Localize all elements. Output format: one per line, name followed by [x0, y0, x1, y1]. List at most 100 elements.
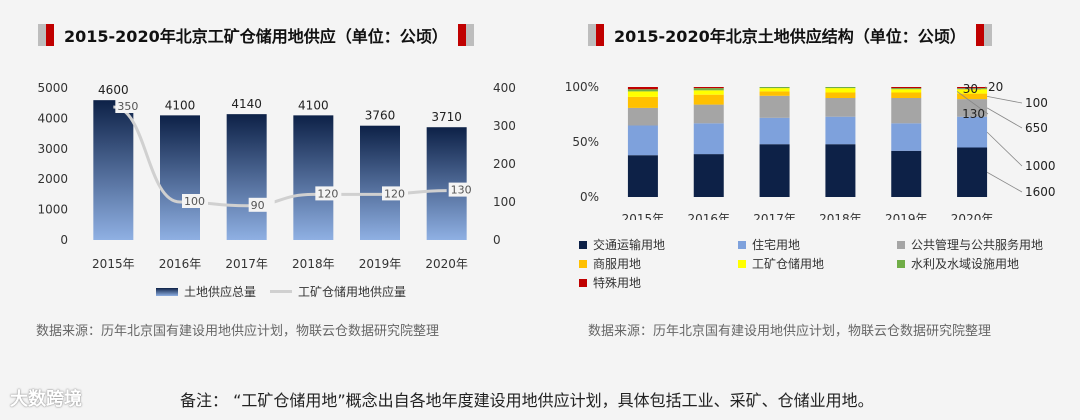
stack-segment	[693, 154, 724, 197]
stack-segment	[891, 98, 922, 124]
bar-total-supply	[160, 115, 200, 240]
x-tick-label: 2020年	[951, 212, 994, 220]
x-tick-label: 2017年	[753, 212, 796, 220]
stack-segment	[825, 144, 856, 197]
stack-segment	[825, 98, 856, 117]
legend-label: 交通运输用地	[593, 238, 666, 252]
color-swatch-icon	[738, 259, 746, 268]
annotation-leader-line	[956, 91, 989, 115]
bar-data-label: 3760	[365, 109, 396, 123]
title-flag-icon	[975, 24, 992, 46]
x-tick-label: 2015年	[622, 212, 665, 220]
stack-segment	[825, 92, 856, 98]
stack-segment	[759, 117, 790, 145]
y-tick-label: 0	[60, 233, 68, 247]
legend-label: 工矿仓储用地	[752, 257, 825, 271]
legend-residential: 住宅用地	[738, 236, 800, 253]
color-swatch-icon	[579, 240, 587, 249]
stack-segment	[825, 87, 856, 89]
bar-data-label: 3710	[431, 110, 462, 124]
stack-segment	[693, 88, 724, 91]
bar-total-supply	[93, 100, 134, 240]
y2-tick-label: 100	[493, 195, 516, 209]
annotation-leader-line	[986, 171, 1023, 193]
bar-data-label: 4600	[98, 83, 129, 97]
stack-segment	[759, 88, 790, 92]
stack-segment	[627, 107, 658, 126]
line-label-bg	[382, 186, 408, 201]
legend-label: 商服用地	[593, 257, 642, 271]
annotation-leader-line	[987, 95, 1023, 104]
legend-label: 特殊用地	[593, 276, 642, 290]
stack-segment	[957, 116, 988, 148]
annotation-label: 30	[963, 82, 978, 96]
legend-transport: 交通运输用地	[579, 236, 665, 253]
line-label-bg	[182, 194, 208, 208]
line-data-label: 120	[317, 187, 338, 200]
line-data-label: 350	[117, 100, 138, 113]
bar-data-label: 4100	[298, 98, 329, 112]
annotation-label: 650	[1025, 121, 1048, 135]
x-tick-label: 2018年	[819, 212, 862, 220]
line-label-bg	[115, 99, 142, 113]
right-source-note: 数据来源：历年北京国有建设用地供应计划，物联云仓数据研究院整理	[588, 324, 992, 339]
y-tick-label: 5000	[37, 81, 68, 95]
bar-total-supply	[226, 114, 267, 240]
color-swatch-icon	[738, 240, 746, 249]
x-tick-label: 2017年	[225, 257, 268, 271]
x-tick-label: 2016年	[159, 257, 202, 271]
color-swatch-icon	[579, 278, 587, 287]
color-swatch-icon	[579, 259, 587, 268]
x-tick-label: 2016年	[687, 212, 730, 220]
line-label-bg	[448, 182, 475, 197]
stack-segment	[627, 155, 658, 197]
stack-segment	[891, 150, 922, 197]
right-chart: 0% 50% 100% 2015年 2016年 2017年 2018年 2019年 2020年 1…	[565, 80, 1056, 220]
right-chart-title: 2015-2020年北京土地供应结构（单位：公顷）	[588, 20, 992, 50]
stack-segment	[957, 89, 988, 94]
y-tick-label: 2000	[37, 172, 68, 186]
line-data-label: 120	[384, 187, 405, 200]
legend-label: 工矿仓储用地供应量	[298, 285, 407, 299]
x-tick-label: 2018年	[292, 257, 335, 271]
annotation-leader-line	[986, 131, 1023, 167]
annotation-label: 1600	[1025, 185, 1056, 199]
brand-logo: 大数跨境	[10, 389, 82, 410]
left-chart-title: 2015-2020年北京工矿仓储用地供应（单位：公顷）	[38, 20, 474, 50]
stack-segment	[759, 91, 790, 96]
legend-water: 水利及水域设施用地	[897, 255, 1019, 272]
legend-special: 特殊用地	[579, 274, 641, 291]
color-swatch-icon	[897, 259, 905, 268]
legend-label: 公共管理与公共服务用地	[911, 238, 1044, 252]
bar-total-supply	[293, 115, 334, 240]
stack-segment	[891, 88, 922, 90]
y2-tick-label: 0	[493, 233, 501, 247]
legend-label: 住宅用地	[752, 238, 801, 252]
stack-segment	[759, 87, 790, 89]
color-swatch-icon	[897, 240, 905, 249]
stack-segment	[627, 91, 658, 97]
stack-segment	[693, 94, 724, 105]
stack-segment	[825, 88, 856, 93]
stack-segment	[957, 87, 988, 89]
annotation-leader-line	[986, 107, 1023, 129]
stack-segment	[693, 104, 724, 124]
stack-segment	[891, 89, 922, 93]
stack-segment	[957, 99, 988, 117]
y-tick-label: 1000	[37, 203, 68, 217]
legend-public-service: 公共管理与公共服务用地	[897, 236, 1043, 253]
stack-segment	[693, 87, 724, 89]
annotation-leader-line	[984, 86, 988, 88]
legend-label: 土地供应总量	[184, 285, 257, 299]
footer-note: 备注： “工矿仓储用地”概念出自各地年度建设用地供应计划，具体包括工业、采矿、仓…	[180, 391, 874, 410]
line-data-label: 100	[184, 195, 205, 208]
stack-segment	[627, 125, 658, 156]
x-tick-label: 2019年	[359, 257, 402, 271]
x-tick-label: 2019年	[885, 212, 928, 220]
y-tick-label: 100%	[565, 80, 599, 94]
left-chart: 0 1000 2000 3000 4000 5000 0 100 200 300 400 4600 20…	[37, 81, 516, 271]
right-title-text: 2015-2020年北京土地供应结构（单位：公顷）	[614, 27, 966, 46]
annotation-label: 20	[988, 80, 1003, 94]
stack-segment	[957, 147, 988, 197]
legend-industrial-supply: 工矿仓储用地供应量	[270, 283, 406, 300]
